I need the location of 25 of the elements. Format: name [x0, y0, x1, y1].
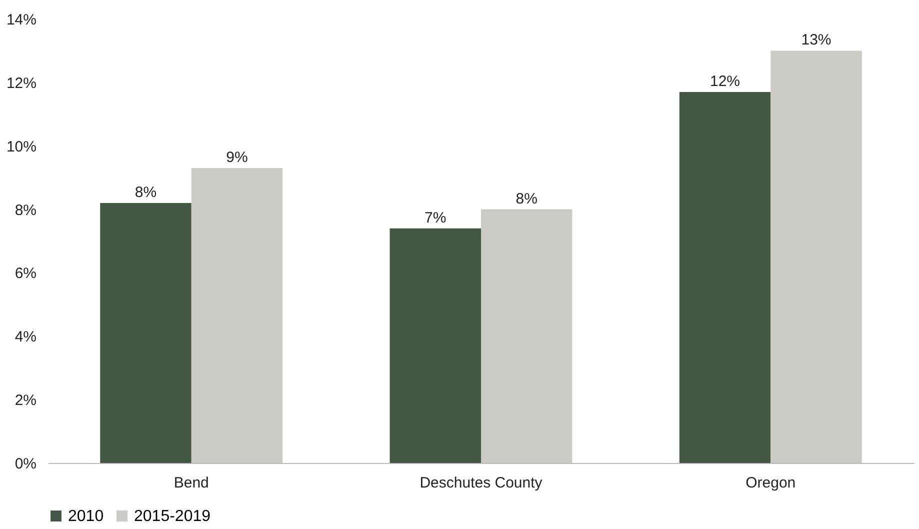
y-tick-label: 6% [14, 265, 36, 282]
bar [100, 202, 192, 463]
data-label: 7% [424, 209, 446, 226]
y-tick-label: 14% [6, 12, 36, 28]
y-tick-label: 4% [14, 328, 36, 346]
y-tick-label: 0% [14, 456, 36, 472]
x-tick-label: Oregon [746, 474, 796, 492]
y-tick-label: 2% [14, 392, 36, 410]
data-label: 12% [710, 72, 740, 90]
data-label: 8% [516, 190, 538, 208]
bar [679, 92, 771, 463]
y-tick-label: 12% [6, 74, 36, 92]
y-tick-label: 8% [14, 202, 36, 219]
x-tick-label: Deschutes County [420, 474, 543, 492]
data-label: 8% [134, 184, 157, 201]
bar [191, 168, 283, 463]
data-label: 13% [801, 32, 832, 49]
legend-label: 2010 [68, 508, 104, 525]
data-label: 9% [226, 149, 248, 166]
bar [770, 50, 862, 463]
bar [390, 228, 481, 463]
bar [481, 209, 572, 463]
legend-label: 2015-2019 [134, 508, 211, 525]
y-tick-label: 10% [6, 138, 36, 156]
x-tick-label: Bend [174, 474, 209, 492]
